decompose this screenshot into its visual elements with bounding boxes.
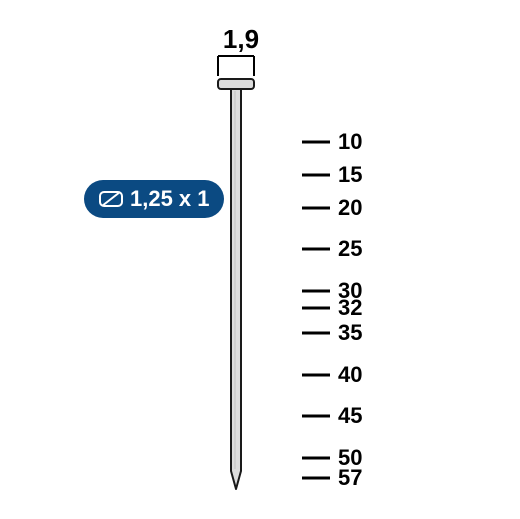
shank-dimension-badge: 1,25 x 1 bbox=[84, 180, 224, 218]
scale-label: 57 bbox=[338, 465, 362, 491]
scale-label: 45 bbox=[338, 403, 362, 429]
diagram-canvas bbox=[0, 0, 520, 519]
scale-label: 15 bbox=[338, 162, 362, 188]
scale-label: 20 bbox=[338, 195, 362, 221]
scale-label: 10 bbox=[338, 129, 362, 155]
scale-label: 32 bbox=[338, 295, 362, 321]
shank-cross-section-icon bbox=[98, 188, 124, 210]
scale-label: 35 bbox=[338, 320, 362, 346]
scale-label: 40 bbox=[338, 362, 362, 388]
shank-dimension-text: 1,25 x 1 bbox=[130, 186, 210, 212]
head-width-label: 1,9 bbox=[221, 24, 261, 55]
scale-label: 25 bbox=[338, 236, 362, 262]
